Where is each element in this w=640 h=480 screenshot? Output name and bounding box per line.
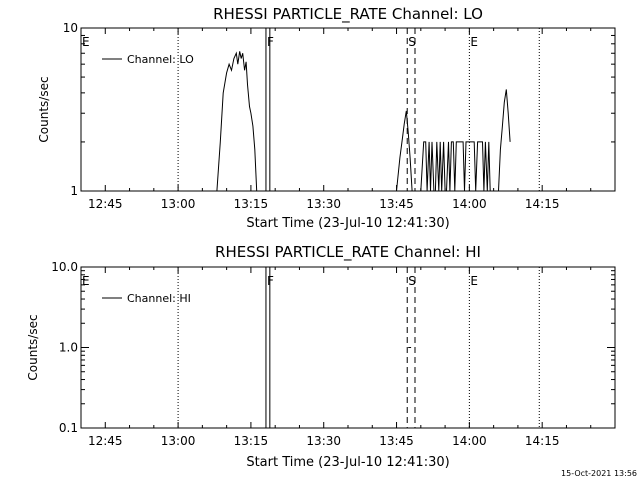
- y-tick-label: 10: [63, 21, 78, 35]
- event-marker-label: S: [408, 274, 416, 288]
- event-marker-label: S: [408, 35, 416, 49]
- legend-label: Channel: HI: [127, 292, 191, 305]
- x-tick-label: 14:00: [452, 434, 487, 448]
- x-tick-label: 13:15: [234, 434, 269, 448]
- x-tick-label: 14:15: [525, 197, 560, 211]
- event-marker-label: E: [82, 35, 90, 49]
- chart-title: RHESSI PARTICLE_RATE Channel: LO: [213, 5, 483, 24]
- x-tick-label: 14:00: [452, 197, 487, 211]
- x-axis-label: Start Time (23-Jul-10 12:41:30): [246, 455, 449, 470]
- series-line: [498, 89, 511, 192]
- x-tick-label: 13:00: [161, 434, 196, 448]
- x-tick-label: 13:30: [306, 434, 341, 448]
- y-axis-label: Counts/sec: [37, 76, 51, 142]
- timestamp-label: 15-Oct-2021 13:56: [561, 469, 637, 478]
- x-tick-label: 12:45: [88, 197, 123, 211]
- x-tick-label: 13:45: [379, 197, 414, 211]
- series-line: [420, 141, 493, 192]
- y-tick-label: 0.1: [59, 421, 78, 435]
- event-marker-label: F: [267, 274, 274, 288]
- y-tick-label: 1.0: [59, 341, 78, 355]
- x-tick-label: 14:15: [525, 434, 560, 448]
- event-marker-label: E: [470, 35, 478, 49]
- x-tick-label: 13:15: [234, 197, 269, 211]
- x-tick-label: 13:30: [306, 197, 341, 211]
- y-axis-label: Counts/sec: [26, 314, 40, 380]
- chart-title: RHESSI PARTICLE_RATE Channel: HI: [215, 243, 481, 262]
- x-tick-label: 12:45: [88, 434, 123, 448]
- panel-lo: RHESSI PARTICLE_RATE Channel: LO Start Ti…: [37, 5, 616, 231]
- y-tick-label: 1: [70, 184, 78, 198]
- panel-hi: RHESSI PARTICLE_RATE Channel: HI Start Ti…: [26, 243, 616, 470]
- event-marker-label: E: [470, 274, 478, 288]
- legend-label: Channel: LO: [127, 53, 194, 66]
- x-tick-label: 13:45: [379, 434, 414, 448]
- x-axis-label: Start Time (23-Jul-10 12:41:30): [246, 216, 449, 231]
- event-marker-label: F: [267, 35, 274, 49]
- y-tick-label: 10.0: [51, 260, 78, 274]
- series-line: [396, 110, 413, 192]
- event-marker-label: E: [82, 274, 90, 288]
- x-tick-label: 13:00: [161, 197, 196, 211]
- series-line: [216, 51, 258, 192]
